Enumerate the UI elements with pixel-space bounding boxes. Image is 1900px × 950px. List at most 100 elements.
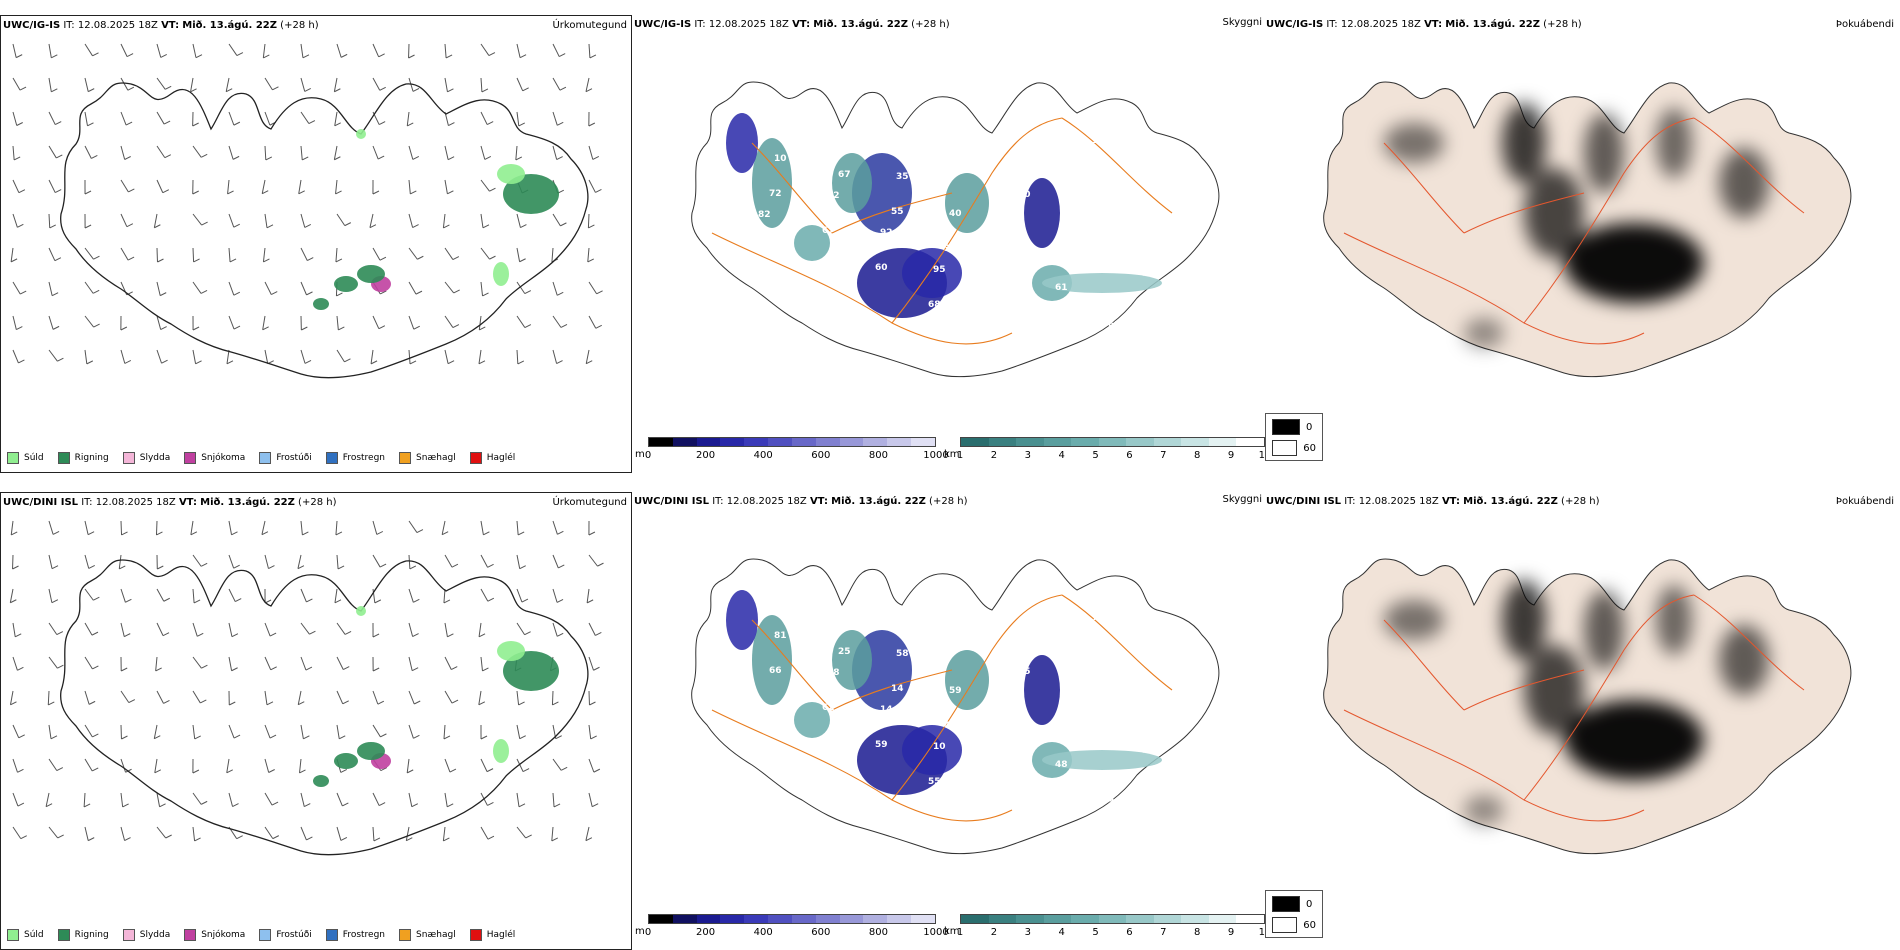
- wind-barb-flag: [261, 190, 269, 195]
- wind-barb-flag: [448, 122, 455, 127]
- wind-barb-flag: [233, 223, 240, 228]
- fog-areas: [1384, 103, 1769, 348]
- wind-barb: [372, 792, 380, 806]
- precip-area: [313, 775, 329, 787]
- wind-barb: [478, 315, 482, 330]
- wind-barb-flag: [556, 632, 564, 637]
- wind-barb-flag: [56, 154, 63, 159]
- fog-area: [1524, 645, 1584, 735]
- legend-item: Rigning: [57, 452, 109, 464]
- wind-barb: [48, 179, 56, 193]
- colorbar-tick: 2: [990, 450, 998, 461]
- wind-barb-flag: [54, 257, 62, 262]
- wind-barb: [156, 792, 161, 807]
- wind-barb: [192, 554, 202, 567]
- precip-area: [357, 265, 385, 283]
- wind-barb: [264, 690, 268, 705]
- visibility-value: 55: [997, 758, 1010, 768]
- wind-barb: [336, 622, 346, 635]
- wind-barb-flag: [410, 190, 417, 195]
- wind-barb: [84, 656, 93, 670]
- wind-barb-flag: [262, 326, 269, 331]
- wind-barb: [264, 622, 271, 637]
- wind-barb-flag: [51, 88, 58, 93]
- wind-barb: [444, 656, 452, 670]
- wind-barb: [588, 554, 598, 567]
- wind-barb: [552, 281, 558, 296]
- visibility-area: [945, 650, 989, 710]
- legend-swatch: [325, 929, 338, 941]
- visibility-value: 95: [981, 574, 994, 584]
- wind-barb-flag: [194, 837, 201, 842]
- wind-barb: [408, 213, 414, 228]
- wind-barb: [372, 826, 375, 842]
- wind-barb-flag: [447, 88, 454, 93]
- wind-barb-flag: [552, 701, 559, 706]
- wind-barb: [48, 622, 58, 635]
- visibility-value: 68: [753, 245, 766, 255]
- wind-barb-flag: [84, 224, 92, 229]
- wind-barb-flag: [200, 800, 208, 805]
- colorbar-tick: 1: [956, 450, 964, 461]
- wind-barb-flag: [126, 53, 134, 58]
- wind-barb: [444, 281, 455, 294]
- fog-areas: [1384, 580, 1769, 825]
- wind-barb: [12, 758, 18, 773]
- wind-barb: [588, 656, 594, 671]
- visibility-value: 115: [1140, 685, 1159, 695]
- legend-label: Frostúði: [276, 930, 312, 940]
- wind-barb-flag: [517, 360, 525, 365]
- wind-barb-flag: [335, 258, 343, 263]
- visibility-value: 68: [1108, 320, 1121, 330]
- wind-barb-flag: [588, 224, 595, 229]
- wind-barb: [336, 349, 345, 363]
- visibility-value: 94: [1108, 797, 1121, 807]
- wind-barb-flag: [411, 803, 419, 808]
- wind-barb-flag: [308, 120, 316, 125]
- wind-barb: [300, 656, 307, 671]
- wind-barb: [120, 179, 129, 193]
- legend-label: Súld: [24, 930, 44, 940]
- height-colorbar-bottom: m 0 200 400 600 800 1000: [635, 914, 949, 946]
- wind-barb-flag: [487, 597, 495, 602]
- wind-barb: [297, 554, 302, 569]
- wind-barb: [228, 656, 233, 671]
- wind-barb-flag: [87, 531, 95, 536]
- wind-barb-flag: [226, 769, 233, 774]
- wind-barb: [156, 179, 164, 193]
- wind-barb-flag: [57, 357, 64, 362]
- visibility-value: 10: [933, 742, 946, 752]
- colorbar-tick: 1000: [923, 450, 949, 461]
- wind-barb-flag: [369, 224, 377, 229]
- visibility-value: 21: [785, 133, 798, 143]
- wind-barb-flag: [372, 633, 380, 638]
- wind-barb: [192, 656, 202, 669]
- wind-barb-flag: [409, 360, 417, 365]
- wind-barb: [588, 622, 596, 636]
- road: [1383, 619, 1465, 711]
- precip-area: [334, 276, 358, 292]
- wind-barb-flag: [309, 630, 316, 635]
- wind-barb-flag: [201, 153, 208, 158]
- wind-barb: [585, 349, 590, 364]
- wind-barb: [516, 77, 524, 91]
- wind-barb-flag: [407, 122, 414, 127]
- wind-barb-flag: [272, 835, 280, 840]
- wind-barb: [408, 77, 414, 92]
- wind-barb: [300, 111, 310, 124]
- road: [1343, 709, 1645, 822]
- wind-barb-flag: [49, 224, 56, 229]
- wind-barb: [120, 622, 125, 637]
- colorbar-tick: 8: [1194, 927, 1201, 938]
- wind-barb-flag: [447, 190, 454, 195]
- wind-barb: [515, 145, 518, 160]
- wind-barb-flag: [298, 701, 305, 706]
- wind-barb: [444, 315, 454, 328]
- wind-barb: [552, 43, 560, 57]
- wind-barb-flag: [377, 155, 385, 160]
- wind-barb: [300, 588, 307, 603]
- colorbar-tick: 1: [956, 927, 964, 938]
- wind-barb-flag: [87, 88, 95, 93]
- wind-barb: [408, 656, 413, 671]
- legend-swatch: [259, 452, 272, 464]
